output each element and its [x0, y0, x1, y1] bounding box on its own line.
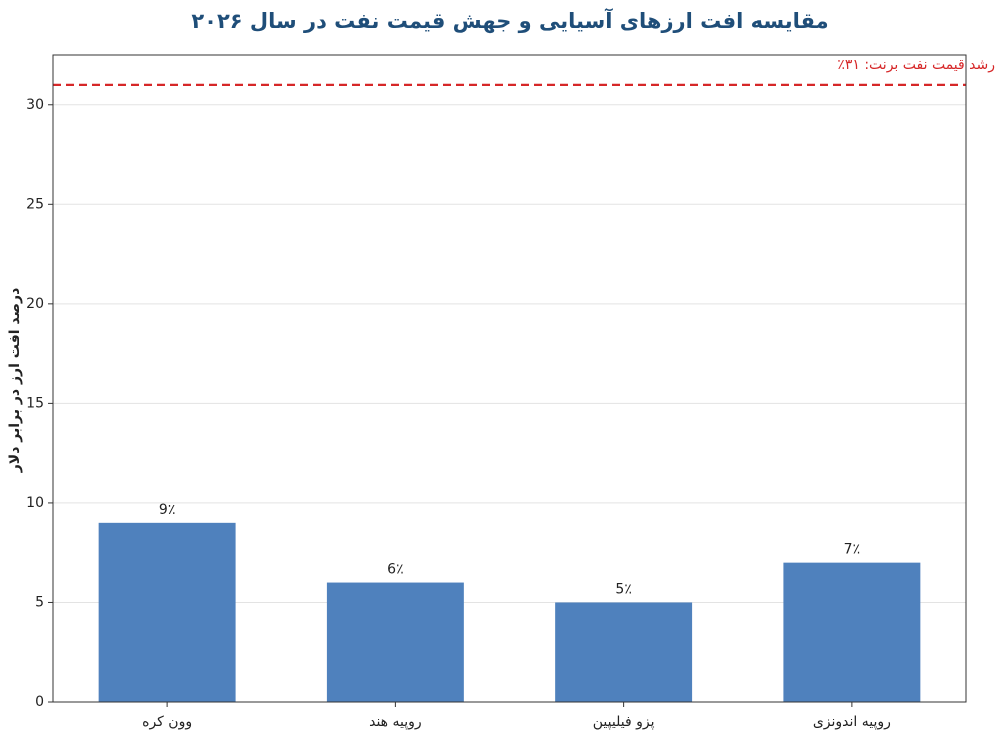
x-tick-label: وون کره: [142, 714, 192, 730]
x-tick-label: پزو فیلیپین: [593, 714, 655, 730]
y-tick-label: 20: [26, 296, 44, 312]
chart-title: مقایسه افت ارزهای آسیایی و جهش قیمت نفت …: [191, 8, 828, 33]
y-tick-label: 25: [26, 196, 44, 212]
reference-label: رشد قیمت نفت برنت: ۳۱٪: [837, 57, 995, 73]
value-label: 6٪: [387, 562, 403, 578]
y-axis-label: درصد افت ارز در برابر دلار: [7, 288, 23, 474]
bar: [98, 522, 236, 702]
y-tick-label: 30: [26, 97, 44, 113]
value-label: 7٪: [844, 542, 860, 558]
bar: [555, 602, 693, 702]
y-tick-label: 10: [26, 495, 44, 511]
x-tick-label: روپیه اندونزی: [813, 714, 891, 730]
value-label: 9٪: [159, 502, 175, 518]
value-label: 5٪: [615, 581, 631, 597]
y-tick-label: 5: [35, 594, 44, 610]
bar: [783, 562, 921, 702]
plot-frame: [52, 54, 967, 703]
bar: [326, 582, 464, 702]
y-tick-label: 15: [26, 395, 44, 411]
x-tick-label: روپیه هند: [369, 714, 422, 730]
y-tick-label: 0: [35, 694, 44, 710]
